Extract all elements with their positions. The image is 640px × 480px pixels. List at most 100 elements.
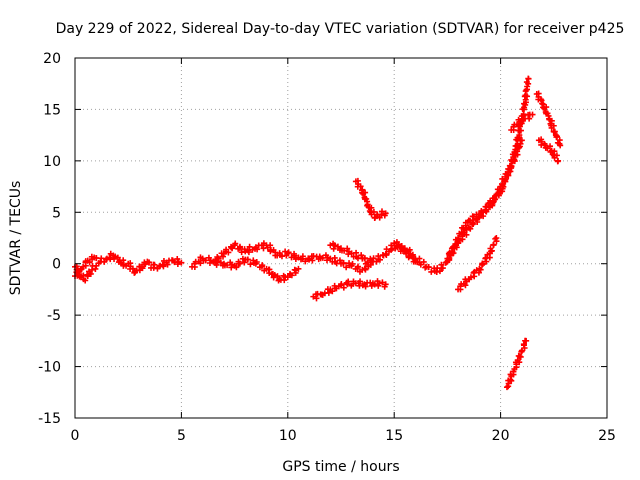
data-point (164, 261, 171, 268)
data-point (375, 253, 382, 260)
data-point (425, 264, 432, 271)
data-point (295, 265, 302, 272)
data-point (493, 235, 500, 241)
data-point (241, 259, 248, 266)
data-point (274, 273, 281, 280)
data-point (376, 280, 383, 287)
data-point (382, 281, 389, 288)
data-point (516, 144, 523, 151)
data-point (463, 231, 470, 238)
data-point (247, 261, 254, 268)
y-tick-label: 15 (43, 102, 61, 118)
data-point (151, 261, 158, 268)
data-point (479, 261, 486, 268)
data-point (266, 266, 273, 273)
y-tick-label: 0 (52, 257, 61, 273)
data-point (92, 265, 99, 272)
data-point (217, 259, 224, 266)
data-point (371, 281, 378, 288)
data-point (191, 264, 198, 271)
data-point (516, 143, 523, 150)
data-point (340, 259, 347, 266)
data-point (355, 263, 362, 270)
data-point (254, 246, 261, 253)
data-point (284, 250, 291, 257)
data-point (86, 259, 93, 266)
data-point (420, 258, 427, 265)
data-point (439, 265, 446, 272)
data-point (285, 249, 292, 256)
plot-frame (74, 57, 608, 419)
data-point (477, 266, 484, 273)
data-point (488, 247, 495, 254)
data-point (379, 279, 386, 286)
y-tick-label: -15 (38, 411, 61, 427)
data-point (518, 137, 525, 144)
data-point (331, 242, 338, 249)
data-point (334, 243, 341, 250)
data-point (520, 341, 527, 348)
data-point (291, 252, 298, 259)
data-point (523, 337, 530, 344)
data-point (398, 242, 405, 249)
data-point (462, 282, 469, 289)
data-point (338, 281, 345, 288)
data-point (299, 253, 306, 260)
data-point (232, 240, 239, 247)
data-point (453, 244, 460, 251)
data-point (244, 256, 251, 263)
data-point (507, 376, 514, 383)
data-point (376, 214, 383, 221)
data-point (370, 208, 377, 215)
data-point (225, 249, 232, 256)
data-point (551, 128, 558, 135)
data-point (362, 266, 369, 273)
y-tick-label: 5 (52, 205, 61, 221)
data-point (525, 75, 532, 82)
data-point (160, 263, 167, 270)
data-point (178, 259, 185, 266)
x-tick-label: 10 (279, 428, 297, 444)
data-point (479, 261, 486, 268)
data-point (490, 198, 497, 205)
data-point (522, 99, 529, 106)
data-point (362, 283, 369, 290)
data-point (496, 186, 503, 193)
data-point (555, 157, 562, 164)
data-point (370, 255, 377, 262)
data-point (302, 258, 309, 265)
data-point (550, 122, 557, 129)
data-point (340, 284, 347, 291)
data-point (364, 259, 371, 266)
data-point (557, 142, 564, 149)
data-point (545, 112, 552, 119)
data-point (553, 152, 560, 159)
data-point (345, 278, 352, 285)
data-point (378, 208, 385, 215)
data-point (357, 183, 364, 190)
y-tick-label: -5 (47, 308, 61, 324)
data-point (395, 241, 402, 248)
x-axis-label: GPS time / hours (282, 459, 399, 475)
data-point (344, 245, 351, 252)
data-point (93, 262, 100, 269)
data-point (213, 261, 220, 268)
data-point (336, 257, 343, 264)
data-point (220, 253, 227, 260)
data-point (281, 277, 288, 284)
data-point (253, 259, 260, 266)
data-point (467, 225, 474, 232)
data-point (343, 264, 350, 271)
data-point (358, 252, 365, 259)
data-point (341, 247, 348, 254)
data-points (72, 75, 564, 391)
data-point (457, 286, 464, 293)
data-point (508, 163, 515, 170)
data-point (490, 242, 497, 249)
data-point (516, 359, 523, 366)
data-point (515, 122, 522, 129)
data-point (383, 252, 390, 259)
data-point (349, 260, 356, 267)
y-tick-label: -10 (38, 360, 61, 376)
data-point (470, 220, 477, 227)
